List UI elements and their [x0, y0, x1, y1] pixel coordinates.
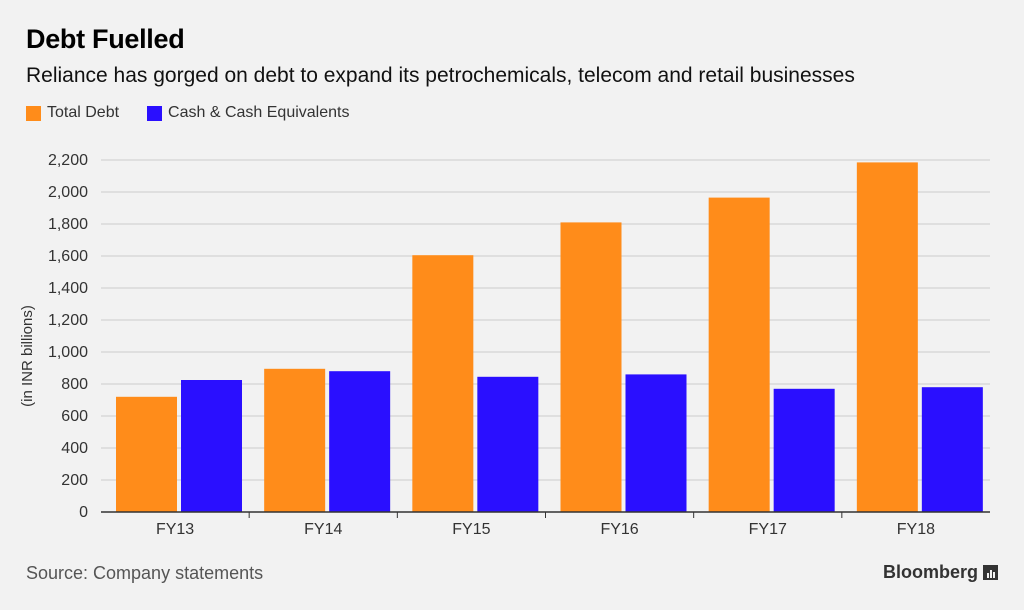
bar-cash	[477, 376, 539, 512]
bar-total-debt	[116, 396, 177, 512]
chart-subtitle: Reliance has gorged on debt to expand it…	[26, 64, 855, 87]
x-tick-label: FY18	[897, 521, 935, 538]
chart-area: 0 200 400 600 800 1,000 1,200 1,400 1,600 1,800 2,…	[0, 140, 1024, 540]
y-tick-label: 200	[61, 472, 88, 489]
y-tick-label: 800	[61, 376, 88, 393]
y-tick-label: 1,600	[48, 248, 88, 265]
legend-swatch-total-debt	[26, 105, 41, 121]
bar-cash	[773, 388, 835, 512]
x-tick-label: FY17	[749, 521, 787, 538]
source-note: Source: Company statements	[26, 563, 264, 583]
bar-total-debt	[264, 368, 326, 512]
y-tick-label: 2,000	[48, 184, 88, 201]
legend: Total Debt Cash & Cash Equivalents	[26, 104, 377, 122]
y-tick-label: 600	[61, 408, 88, 425]
legend-item-cash: Cash & Cash Equivalents	[147, 104, 349, 122]
bar-cash	[921, 387, 983, 512]
y-tick-label: 1,400	[48, 280, 88, 297]
x-tick-label: FY15	[452, 521, 490, 538]
y-tick-label: 400	[61, 440, 88, 457]
bar-total-debt	[560, 222, 622, 512]
bar-total-debt	[412, 255, 474, 512]
y-tick-label: 1,800	[48, 216, 88, 233]
y-tick-label: 1,200	[48, 312, 88, 329]
legend-label-cash: Cash & Cash Equivalents	[168, 104, 350, 121]
bar-total-debt	[708, 197, 770, 512]
bar-total-debt	[856, 162, 918, 512]
bar-chart: 0 200 400 600 800 1,000 1,200 1,400 1,600 1,800 2,…	[19, 152, 990, 538]
bloomberg-chart-icon	[983, 565, 998, 580]
brand-logo: Bloomberg	[883, 562, 998, 583]
y-tick-label: 0	[79, 504, 88, 521]
x-tick-label: FY14	[304, 521, 342, 538]
legend-label-total-debt: Total Debt	[47, 104, 120, 121]
bar-cash	[329, 371, 391, 512]
x-tick-label: FY16	[600, 521, 638, 538]
y-tick-label: 2,200	[48, 152, 88, 169]
brand-name: Bloomberg	[882, 562, 978, 582]
legend-item-total-debt: Total Debt	[26, 104, 119, 122]
chart-title: Debt Fuelled	[26, 24, 185, 54]
bar-cash	[181, 380, 242, 512]
y-axis-title: (in INR billions)	[19, 305, 36, 407]
x-tick-label: FY13	[156, 521, 194, 538]
y-tick-label: 1,000	[48, 344, 88, 361]
legend-swatch-cash	[147, 105, 163, 121]
bar-cash	[625, 374, 687, 512]
